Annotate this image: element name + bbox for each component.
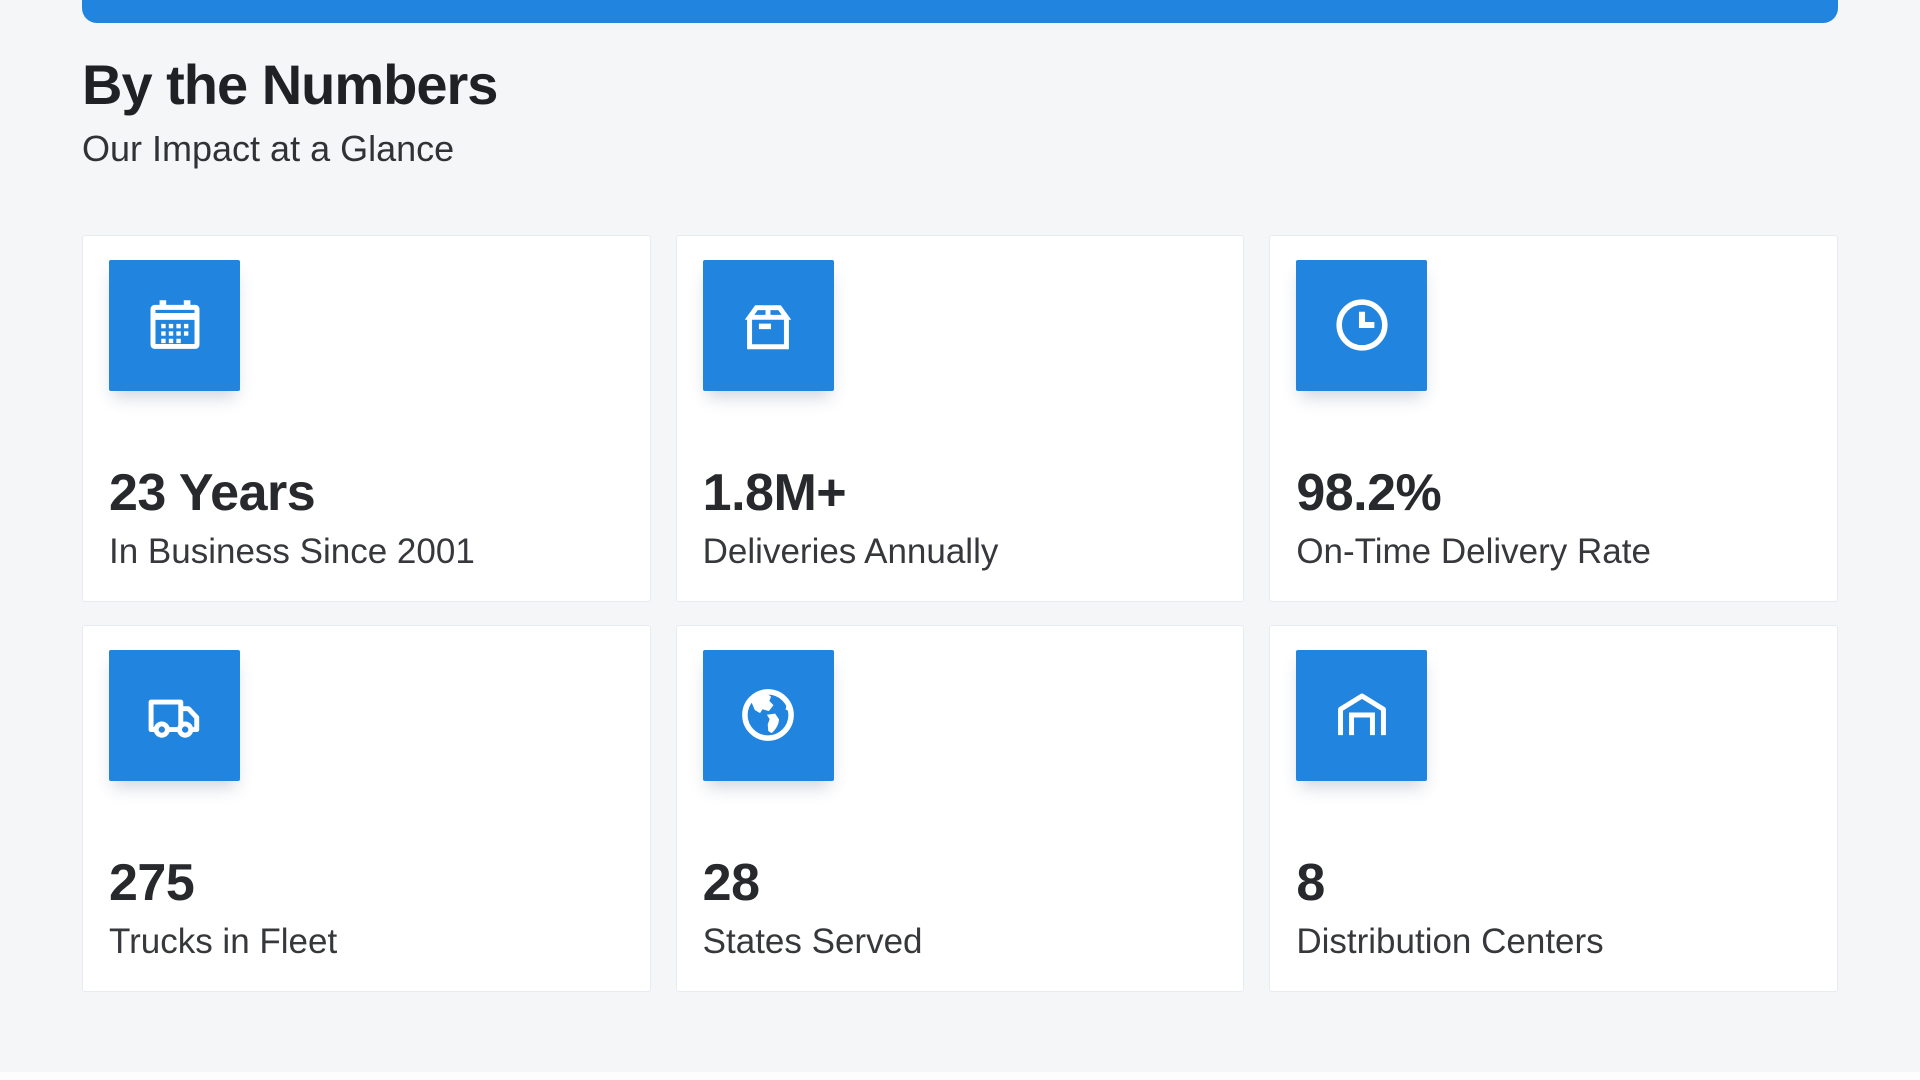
stat-value: 1.8M+ [702,463,847,522]
stat-value: 275 [109,853,195,912]
stat-label: Deliveries Annually [702,531,999,571]
stat-card-ontime: 98.2% On-Time Delivery Rate [1269,234,1838,602]
calendar-icon [142,292,208,358]
stat-card-trucks: 275 Trucks in Fleet [82,624,651,992]
stat-label: In Business Since 2001 [109,531,475,571]
icon-tile [1296,649,1428,781]
section-header: By the Numbers Our Impact at a Glance [82,53,1838,171]
warehouse-icon [1329,682,1395,748]
truck-icon [142,682,208,748]
stat-card-years: 23 Years In Business Since 2001 [82,234,651,602]
stat-label: Distribution Centers [1296,921,1604,961]
stats-grid: 23 Years In Business Since 2001 1.8M+ De… [82,234,1838,992]
stat-value: 8 [1296,853,1325,912]
stat-label: States Served [702,921,923,961]
page-subtitle: Our Impact at a Glance [82,128,455,170]
stat-label: On-Time Delivery Rate [1296,531,1651,571]
stat-card-deliveries: 1.8M+ Deliveries Annually [675,234,1245,602]
icon-tile [702,649,834,781]
icon-tile [109,649,240,781]
icon-tile [1296,259,1428,391]
stats-section: By the Numbers Our Impact at a Glance [82,0,1838,992]
stat-card-states: 28 States Served [675,624,1245,992]
stat-value: 28 [702,853,760,912]
top-accent-bar [82,0,1838,23]
icon-tile [109,259,240,391]
stat-value: 98.2% [1296,463,1442,522]
package-icon [735,292,801,358]
page-title: By the Numbers [82,53,498,116]
bottom-page-edge [0,1072,1920,1080]
clock-icon [1329,292,1395,358]
globe-icon [735,682,801,748]
icon-tile [702,259,834,391]
stat-value: 23 Years [109,463,316,522]
stat-label: Trucks in Fleet [109,921,338,961]
stat-card-centers: 8 Distribution Centers [1269,624,1838,992]
